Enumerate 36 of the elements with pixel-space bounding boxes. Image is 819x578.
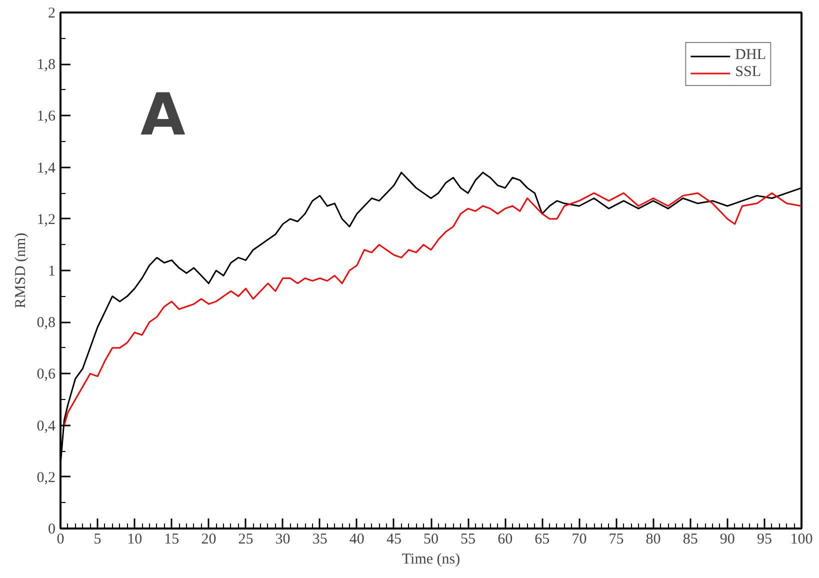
y-tick-label: 1,6 <box>36 108 56 125</box>
y-tick-label: 0,2 <box>36 470 56 486</box>
legend-label: SSL <box>735 64 762 81</box>
x-tick-label: 75 <box>608 532 624 548</box>
x-tick-label: 65 <box>534 532 550 548</box>
annotation: A <box>140 80 186 148</box>
x-tick-label: 15 <box>164 532 180 548</box>
x-tick-label: 10 <box>127 532 142 548</box>
x-tick-label: 45 <box>386 532 402 548</box>
y-tick-label: 1,4 <box>36 160 56 176</box>
x-tick-label: 5 <box>94 532 102 548</box>
x-tick-label: 80 <box>646 532 661 548</box>
x-tick-label: 30 <box>275 532 290 548</box>
x-tick-label: 60 <box>498 532 513 548</box>
x-tick-label: 20 <box>201 532 216 548</box>
y-tick-label: 0 <box>48 522 56 538</box>
x-tick-label: 55 <box>460 532 476 548</box>
x-tick-label: 70 <box>572 532 587 548</box>
y-axis-title: RMSD (nm) <box>12 232 29 308</box>
x-tick-label: 85 <box>682 532 698 548</box>
y-tick-label: 0,6 <box>36 366 56 383</box>
legend-label: DHL <box>735 47 766 64</box>
x-tick-label: 50 <box>424 532 438 548</box>
x-tick-label: 35 <box>312 532 328 548</box>
x-axis-title: Time (ns) <box>402 552 460 568</box>
y-tick-label: 0,8 <box>36 315 56 332</box>
x-tick-label: 95 <box>756 532 772 548</box>
y-tick-label: 2 <box>48 6 56 22</box>
y-tick-label: 0,4 <box>36 418 56 434</box>
x-tick-label: 25 <box>238 532 254 548</box>
x-tick-label: 90 <box>720 532 735 548</box>
y-tick-label: 1 <box>48 264 56 280</box>
x-tick-label: 100 <box>790 532 813 548</box>
y-tick-label: 1,2 <box>36 212 56 228</box>
x-tick-label: 40 <box>349 532 364 548</box>
y-tick-label: 1,8 <box>36 57 56 74</box>
